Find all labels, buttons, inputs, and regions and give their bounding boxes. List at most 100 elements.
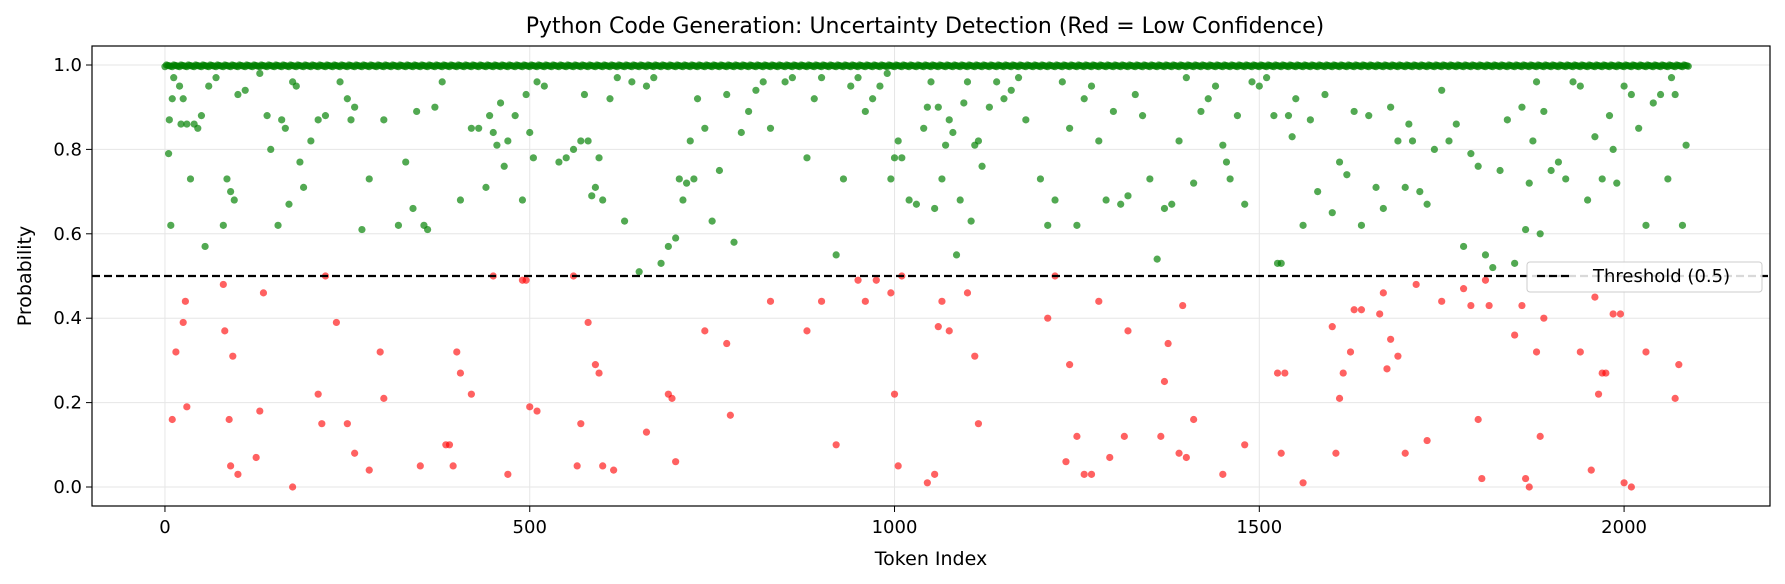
low-confidence-point <box>1394 352 1402 360</box>
high-confidence-point <box>402 158 410 166</box>
high-confidence-point <box>737 128 745 137</box>
high-confidence-point <box>1664 175 1672 183</box>
high-confidence-point <box>274 221 282 229</box>
low-confidence-point <box>1328 323 1336 331</box>
low-confidence-point <box>449 462 457 470</box>
low-confidence-point <box>1423 436 1431 445</box>
low-confidence-point <box>1459 285 1468 293</box>
high-confidence-point <box>1562 175 1570 183</box>
high-confidence-point <box>745 107 753 116</box>
high-confidence-point <box>343 95 351 103</box>
high-confidence-point <box>672 234 680 242</box>
high-confidence-point <box>413 107 421 116</box>
high-confidence-point <box>890 154 899 162</box>
high-confidence-point <box>347 116 355 124</box>
low-confidence-point <box>1540 314 1548 322</box>
high-confidence-point <box>241 86 249 94</box>
high-confidence-point <box>1365 112 1373 120</box>
high-confidence-point <box>540 82 548 90</box>
high-confidence-point <box>657 259 665 267</box>
high-confidence-point <box>682 179 691 187</box>
high-confidence-point <box>690 175 698 183</box>
low-confidence-point <box>229 352 237 360</box>
low-confidence-point <box>599 462 607 470</box>
high-confidence-point <box>285 200 293 208</box>
high-confidence-point <box>569 145 578 153</box>
low-confidence-point <box>872 276 880 284</box>
low-confidence-point <box>1219 470 1227 478</box>
high-confidence-point <box>281 124 289 132</box>
high-confidence-point <box>1656 90 1665 99</box>
low-confidence-point <box>963 289 972 297</box>
high-confidence-point <box>1343 171 1351 179</box>
high-confidence-point <box>223 175 231 183</box>
low-confidence-point <box>1525 483 1533 491</box>
high-confidence-point <box>482 183 490 191</box>
low-confidence-point <box>1339 369 1347 377</box>
low-confidence-point <box>1474 415 1482 424</box>
high-confidence-point <box>234 90 242 99</box>
high-confidence-point <box>170 74 178 82</box>
low-confidence-point <box>1160 377 1169 386</box>
high-confidence-point <box>518 196 527 204</box>
high-confidence-point <box>1153 255 1161 263</box>
low-confidence-point <box>1157 432 1165 440</box>
low-confidence-point <box>931 470 939 478</box>
high-confidence-point <box>832 251 840 259</box>
high-confidence-point <box>1036 175 1045 183</box>
low-confidence-point <box>1376 310 1384 318</box>
legend-box <box>1526 261 1763 293</box>
high-confidence-point <box>1525 179 1533 187</box>
low-confidence-point <box>234 470 242 478</box>
low-confidence-point <box>1182 453 1190 462</box>
low-confidence-point <box>259 289 268 297</box>
high-confidence-point <box>912 200 921 208</box>
high-confidence-point <box>960 99 968 107</box>
high-confidence-point <box>183 120 191 128</box>
low-confidence-point <box>289 483 297 491</box>
low-confidence-point <box>832 441 840 449</box>
high-confidence-point <box>635 268 643 276</box>
high-confidence-point <box>1605 112 1614 120</box>
low-confidence-point <box>1379 289 1387 297</box>
low-confidence-point <box>1299 479 1307 487</box>
high-confidence-point <box>227 187 235 196</box>
low-confidence-point <box>1481 276 1490 284</box>
high-confidence-point <box>177 120 185 128</box>
low-confidence-point <box>1095 297 1103 305</box>
low-confidence-point <box>610 466 618 474</box>
low-confidence-point <box>1671 394 1679 402</box>
low-confidence-point <box>803 327 811 335</box>
high-confidence-point <box>1109 107 1117 116</box>
high-confidence-point <box>1430 145 1438 153</box>
high-confidence-point <box>1204 95 1212 103</box>
high-confidence-point <box>781 78 789 86</box>
high-confidence-point <box>577 137 585 145</box>
low-confidence-point <box>1591 293 1599 301</box>
high-confidence-point <box>723 90 731 99</box>
low-confidence-point <box>416 462 424 470</box>
high-confidence-point <box>438 78 446 86</box>
high-confidence-point <box>591 183 600 191</box>
high-confidence-point <box>887 175 895 183</box>
high-confidence-point <box>588 192 596 200</box>
y-tick-label: 0.6 <box>53 224 82 245</box>
high-confidence-point <box>1000 95 1008 103</box>
low-confidence-point <box>343 420 351 428</box>
high-confidence-point <box>1328 209 1336 217</box>
high-confidence-point <box>230 196 238 204</box>
low-confidence-point <box>1412 280 1420 289</box>
y-tick-label: 0.4 <box>53 308 82 329</box>
high-confidence-point <box>1117 200 1125 208</box>
high-confidence-point <box>985 103 993 111</box>
high-confidence-point <box>1087 82 1096 90</box>
high-confidence-point <box>175 82 184 90</box>
low-confidence-point <box>504 470 512 478</box>
high-confidence-point <box>931 204 939 213</box>
low-confidence-point <box>1536 432 1544 440</box>
high-confidence-point <box>1503 116 1511 124</box>
low-confidence-point <box>723 339 731 348</box>
high-confidence-point <box>1270 112 1278 120</box>
low-confidence-point <box>314 390 322 398</box>
high-confidence-point <box>715 166 724 175</box>
